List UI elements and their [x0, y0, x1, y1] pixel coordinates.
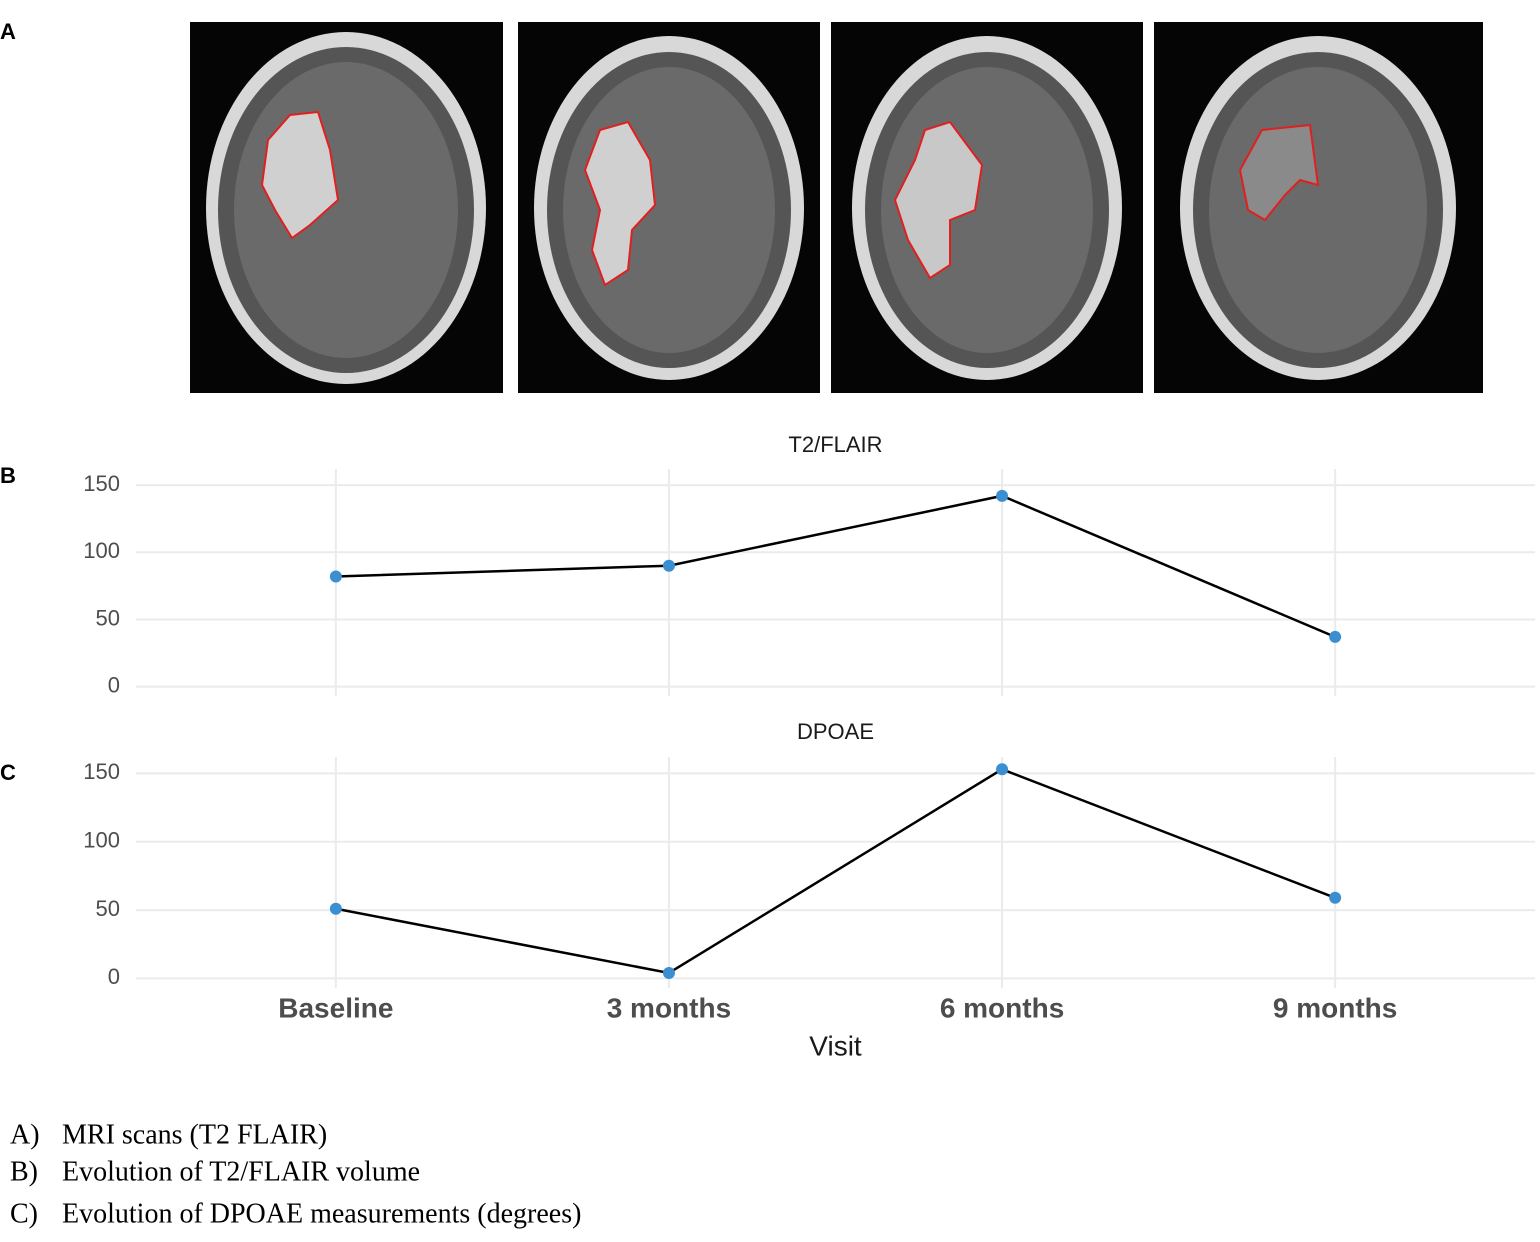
caption-marker: B) — [10, 1156, 38, 1187]
caption-text: Evolution of DPOAE measurements (degrees… — [62, 1198, 581, 1229]
caption-marker: C) — [10, 1198, 38, 1229]
x-tick-label: Baseline — [278, 992, 393, 1023]
mri-scan — [190, 22, 503, 393]
data-point — [662, 966, 675, 979]
x-axis-label: Visit — [809, 1030, 862, 1061]
y-tick-label: 0 — [108, 672, 120, 697]
caption-text: MRI scans (T2 FLAIR) — [62, 1119, 327, 1150]
chart-title: T2/FLAIR — [788, 432, 882, 457]
y-tick-label: 100 — [83, 538, 120, 563]
caption-marker: A) — [10, 1119, 40, 1150]
y-tick-label: 50 — [96, 896, 120, 921]
x-tick-label: 3 months — [607, 992, 731, 1023]
mri-panel — [190, 22, 1483, 393]
x-tick-label: 6 months — [940, 992, 1064, 1023]
x-tick-label: 9 months — [1273, 992, 1397, 1023]
data-point — [1329, 630, 1342, 643]
data-point — [996, 763, 1009, 776]
chart-title: DPOAE — [797, 719, 874, 744]
y-tick-label: 150 — [83, 759, 120, 784]
data-point — [662, 559, 675, 572]
y-tick-label: 150 — [83, 471, 120, 496]
panel-label: B — [0, 463, 16, 488]
mri-scan — [518, 22, 820, 393]
caption-text: Evolution of T2/FLAIR volume — [62, 1156, 420, 1187]
data-line — [335, 494, 1336, 639]
plots: T2/FLAIR 0 50 100 150 DPOAE 0 50 100 150 Baseline 3… — [83, 432, 1535, 1061]
data-point — [1329, 891, 1342, 904]
y-tick-label: 50 — [96, 605, 120, 630]
mri-scan — [1154, 22, 1483, 393]
data-line — [335, 767, 1336, 975]
panel-label: C — [0, 760, 16, 785]
y-tick-label: 0 — [108, 964, 120, 989]
data-point — [996, 489, 1009, 502]
mri-scan — [831, 22, 1143, 393]
panel-label: A — [0, 19, 16, 44]
data-point — [329, 570, 342, 583]
y-tick-label: 100 — [83, 828, 120, 853]
data-point — [329, 902, 342, 915]
